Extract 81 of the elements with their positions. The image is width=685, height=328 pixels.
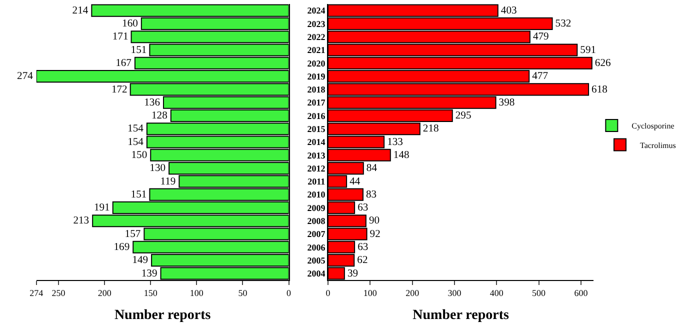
data-label: 398 xyxy=(498,97,515,108)
data-label: 172 xyxy=(111,84,128,96)
data-label: 62 xyxy=(357,255,368,266)
y-tick-label: 2024 xyxy=(307,6,326,16)
data-label: 150 xyxy=(131,150,148,162)
y-tick-label: 2013 xyxy=(307,150,326,160)
x-tick-label: 200 xyxy=(98,288,112,298)
y-tick-label: 2008 xyxy=(307,216,326,226)
y-tick-label: 2022 xyxy=(307,32,326,42)
y-tick-label: 2017 xyxy=(307,98,326,108)
y-tick-label: 2011 xyxy=(308,176,326,187)
y-tick-label: 2020 xyxy=(307,58,326,68)
x-axis-title: Number reports xyxy=(412,308,510,324)
y-tick-label: 2006 xyxy=(307,242,326,252)
x-tick-label: 600 xyxy=(574,288,588,298)
data-label: 191 xyxy=(94,202,110,214)
y-tick-label: 2015 xyxy=(307,124,326,134)
data-label: 213 xyxy=(73,216,90,227)
data-label: 154 xyxy=(128,136,144,148)
data-label: 133 xyxy=(387,136,403,148)
x-tick-label: 50 xyxy=(238,288,248,298)
data-label: 157 xyxy=(124,228,141,240)
data-label: 128 xyxy=(152,110,168,122)
x-tick-label: 300 xyxy=(448,288,462,298)
y-tick-label: 2007 xyxy=(307,229,326,240)
x-tick-label: 0 xyxy=(286,288,292,298)
data-label: 214 xyxy=(72,5,89,16)
data-label: 44 xyxy=(350,176,361,188)
data-label: 130 xyxy=(150,163,166,174)
x-tick-label: 100 xyxy=(190,288,204,298)
y-tick-label: 2021 xyxy=(307,45,326,56)
x-tick-label: 200 xyxy=(406,288,420,298)
data-label: 167 xyxy=(116,58,132,70)
x-tick-label: 150 xyxy=(144,288,158,298)
data-label: 151 xyxy=(130,44,147,56)
y-tick-label: 2009 xyxy=(307,202,326,213)
y-tick-label: 2012 xyxy=(307,163,326,174)
data-label: 169 xyxy=(114,242,130,254)
x-tick-label: 500 xyxy=(532,288,546,298)
data-label: 171 xyxy=(112,32,128,43)
data-label: 160 xyxy=(122,18,138,30)
y-tick-label: 2010 xyxy=(307,190,326,200)
data-label: 477 xyxy=(532,71,548,82)
y-tick-label: 2023 xyxy=(307,18,326,29)
data-label: 139 xyxy=(141,268,158,280)
y-tick-label: 2004 xyxy=(307,268,326,279)
data-label: 626 xyxy=(594,58,611,70)
data-label: 119 xyxy=(160,176,176,188)
data-label: 479 xyxy=(532,32,549,43)
data-label: 218 xyxy=(422,124,439,135)
legend-label: Cyclosporine xyxy=(632,122,675,131)
y-tick-label: 2016 xyxy=(307,110,326,121)
data-label: 154 xyxy=(128,124,144,135)
data-label: 591 xyxy=(580,44,596,56)
data-label: 63 xyxy=(358,202,368,214)
data-label: 92 xyxy=(370,228,380,240)
data-label: 148 xyxy=(393,150,410,162)
y-tick-label: 2019 xyxy=(307,71,326,82)
x-tick-label: 0 xyxy=(326,288,331,298)
data-label: 618 xyxy=(592,84,608,96)
x-tick-label: 250 xyxy=(52,288,66,298)
x-tick-label: 100 xyxy=(363,288,378,298)
x-axis-title: Number reports xyxy=(114,308,212,324)
data-label: 403 xyxy=(500,5,517,16)
data-label: 532 xyxy=(555,18,572,30)
data-label: 90 xyxy=(368,216,380,227)
data-label: 84 xyxy=(366,163,378,174)
data-label: 295 xyxy=(455,110,472,122)
y-tick-label: 2014 xyxy=(307,137,326,148)
data-label: 63 xyxy=(358,242,368,254)
x-tick-label: 274 xyxy=(30,288,44,298)
x-tick-label: 400 xyxy=(490,288,504,298)
data-label: 83 xyxy=(366,189,377,200)
y-tick-label: 2018 xyxy=(307,84,326,95)
data-label: 149 xyxy=(132,255,148,266)
data-label: 274 xyxy=(17,71,34,82)
data-label: 136 xyxy=(144,97,160,108)
data-label: 151 xyxy=(130,189,147,200)
legend-label: Tacrolimus xyxy=(640,140,676,150)
y-tick-label: 2005 xyxy=(307,255,326,266)
data-label: 39 xyxy=(347,268,358,280)
